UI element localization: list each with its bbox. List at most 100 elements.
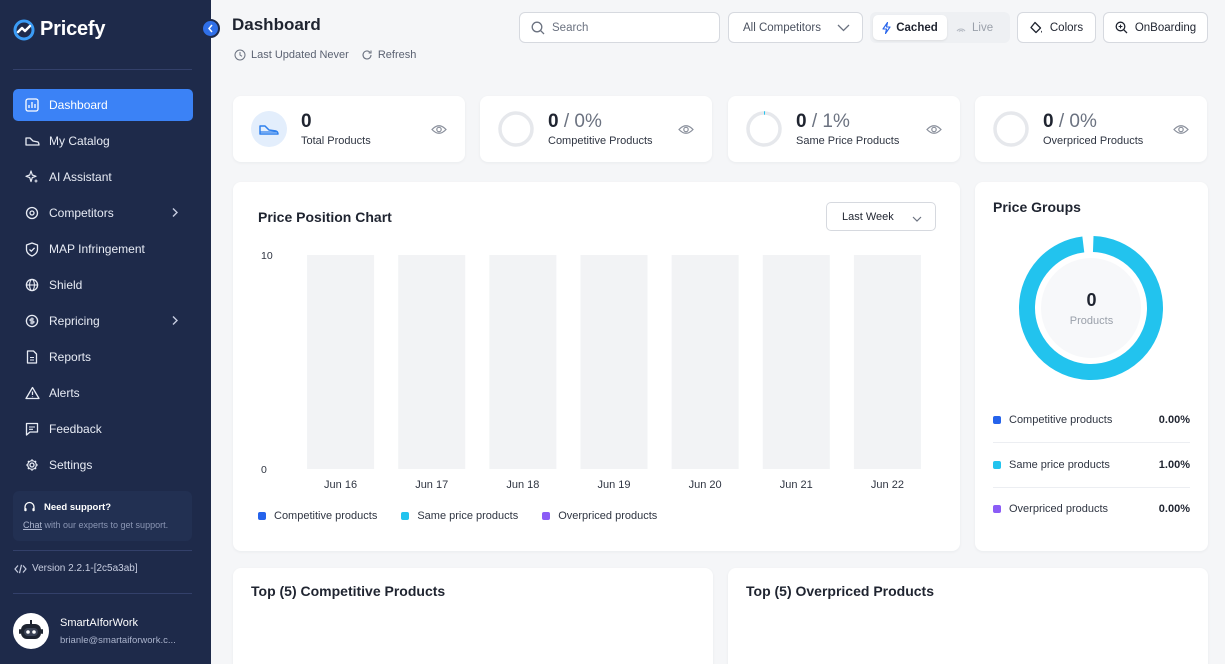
target-icon [24, 205, 40, 221]
sidebar-item-ai-assistant[interactable]: AI Assistant [13, 161, 193, 193]
stat-card-same-price-products: 0 / 1% Same Price Products [728, 96, 960, 162]
search-icon [531, 21, 545, 34]
legend-item-same-price[interactable]: Same price products [401, 510, 518, 522]
progress-ring [498, 111, 534, 147]
price-group-label: Competitive products [1009, 414, 1113, 426]
competitor-select[interactable]: All Competitors [728, 12, 863, 43]
sidebar-item-reports[interactable]: Reports [13, 341, 193, 373]
donut-inner [1041, 258, 1141, 358]
legend-swatch [401, 512, 410, 520]
stat-number: 0 [1043, 111, 1054, 132]
stat-number: 0 [796, 111, 807, 132]
legend-item-overpriced[interactable]: Overpriced products [542, 510, 657, 522]
stat-label: Same Price Products [796, 135, 900, 147]
x-tick-label: Jun 22 [871, 479, 904, 491]
refresh-label: Refresh [377, 49, 417, 61]
chevron-down-icon [837, 23, 850, 35]
sidebar-item-my-catalog[interactable]: My Catalog [13, 125, 193, 157]
user-profile[interactable]: SmartAIforWork brianle@smartaiforwork.c.… [13, 613, 176, 649]
stat-value: 0 / 1% [796, 111, 850, 133]
stat-value: 0 / 0% [1043, 111, 1097, 133]
app-logo[interactable]: Pricefy [13, 18, 106, 41]
sidebar-item-label: Feedback [49, 422, 102, 436]
sidebar-nav: Dashboard My Catalog AI Assistant Compet… [13, 89, 193, 485]
version-text: Version 2.2.1-[2c5a3ab] [32, 563, 138, 574]
eye-icon[interactable] [431, 122, 447, 140]
sidebar-item-settings[interactable]: Settings [13, 449, 193, 481]
user-email: brianle@smartaiforwork.c... [60, 634, 176, 646]
support-heading: Need support? [23, 501, 182, 514]
legend-item-competitive[interactable]: Competitive products [258, 510, 377, 522]
sidebar-item-competitors[interactable]: Competitors [13, 197, 193, 229]
code-icon [14, 564, 27, 573]
update-status-bar: Last Updated Never Refresh [234, 49, 424, 61]
stat-label: Overpriced Products [1043, 135, 1144, 147]
refresh-icon [362, 50, 372, 60]
legend-swatch [993, 461, 1001, 469]
support-chat-link[interactable]: Chat [23, 520, 43, 530]
bar-background [853, 255, 921, 469]
refresh-button[interactable]: Refresh [361, 49, 417, 61]
support-text: Chat with our experts to get support. [23, 520, 182, 530]
shield-check-icon [24, 241, 40, 257]
toggle-cached[interactable]: Cached [873, 15, 947, 40]
chart-legend: Competitive products Same price products… [258, 510, 657, 522]
search-field[interactable] [519, 12, 720, 43]
sidebar-item-alerts[interactable]: Alerts [13, 377, 193, 409]
legend-label: Competitive products [274, 510, 378, 522]
price-position-chart: 10 0 Jun 16 Jun 17 Jun 18 Jun 19 Jun 20 Jun 21 J… [261, 250, 921, 491]
version-info: Version 2.2.1-[2c5a3ab] [14, 563, 138, 574]
top-overpriced-title: Top (5) Overpriced Products [746, 583, 934, 599]
robot-avatar-icon [19, 620, 43, 639]
paint-bucket-icon [1030, 21, 1042, 34]
stat-label: Total Products [301, 135, 371, 147]
onboarding-button[interactable]: OnBoarding [1103, 12, 1208, 43]
document-icon [24, 349, 40, 365]
reprice-icon [24, 313, 40, 329]
sidebar-item-feedback[interactable]: Feedback [13, 413, 193, 445]
eye-icon[interactable] [926, 122, 942, 140]
date-range-select[interactable]: Last Week [826, 202, 936, 231]
legend-swatch [542, 512, 551, 520]
sidebar-divider [13, 69, 192, 70]
sparkle-icon [24, 169, 40, 185]
legend-label: Overpriced products [558, 510, 658, 522]
stat-card-competitive-products: 0 / 0% Competitive Products [480, 96, 712, 162]
stat-percent: 0% [574, 111, 602, 132]
x-tick-label: Jun 21 [780, 479, 813, 491]
price-group-row: Competitive products 0.00% [993, 398, 1190, 442]
lightning-icon [882, 21, 891, 34]
support-box: Need support? Chat with our experts to g… [13, 491, 192, 541]
sidebar-item-map-infringement[interactable]: MAP Infringement [13, 233, 193, 265]
eye-icon[interactable] [678, 122, 694, 140]
toggle-live[interactable]: Live [947, 15, 1001, 40]
price-group-row: Overpriced products 0.00% [993, 487, 1190, 531]
colors-button[interactable]: Colors [1017, 12, 1096, 43]
bar-background [762, 255, 830, 469]
collapse-sidebar-button[interactable] [201, 19, 220, 38]
sidebar-item-label: MAP Infringement [49, 242, 145, 256]
colors-button-label: Colors [1049, 21, 1084, 34]
pricefy-logo-icon [13, 19, 35, 40]
legend-swatch [258, 512, 266, 520]
eye-icon[interactable] [1173, 122, 1189, 140]
support-description: with our experts to get support. [42, 520, 169, 530]
user-info: SmartAIforWork brianle@smartaiforwork.c.… [60, 617, 176, 646]
toggle-live-label: Live [972, 21, 994, 34]
sidebar-item-label: Shield [49, 278, 83, 292]
stat-card-total-products: 0 Total Products [233, 96, 465, 162]
search-input[interactable] [552, 21, 702, 34]
chart-icon [24, 97, 40, 113]
divider [993, 487, 1190, 488]
warning-icon [24, 385, 40, 401]
last-updated: Last Updated Never [234, 49, 349, 61]
stat-number: 0 [548, 111, 559, 132]
top-competitive-products-card: Top (5) Competitive Products [233, 568, 713, 664]
sidebar-item-shield[interactable]: Shield [13, 269, 193, 301]
sidebar-item-label: Reports [49, 350, 92, 364]
chevron-right-icon [171, 207, 179, 221]
chart-title: Price Position Chart [258, 209, 392, 225]
sidebar-item-repricing[interactable]: Repricing [13, 305, 193, 337]
price-group-label: Overpriced products [1009, 503, 1109, 515]
sidebar-item-dashboard[interactable]: Dashboard [13, 89, 193, 121]
